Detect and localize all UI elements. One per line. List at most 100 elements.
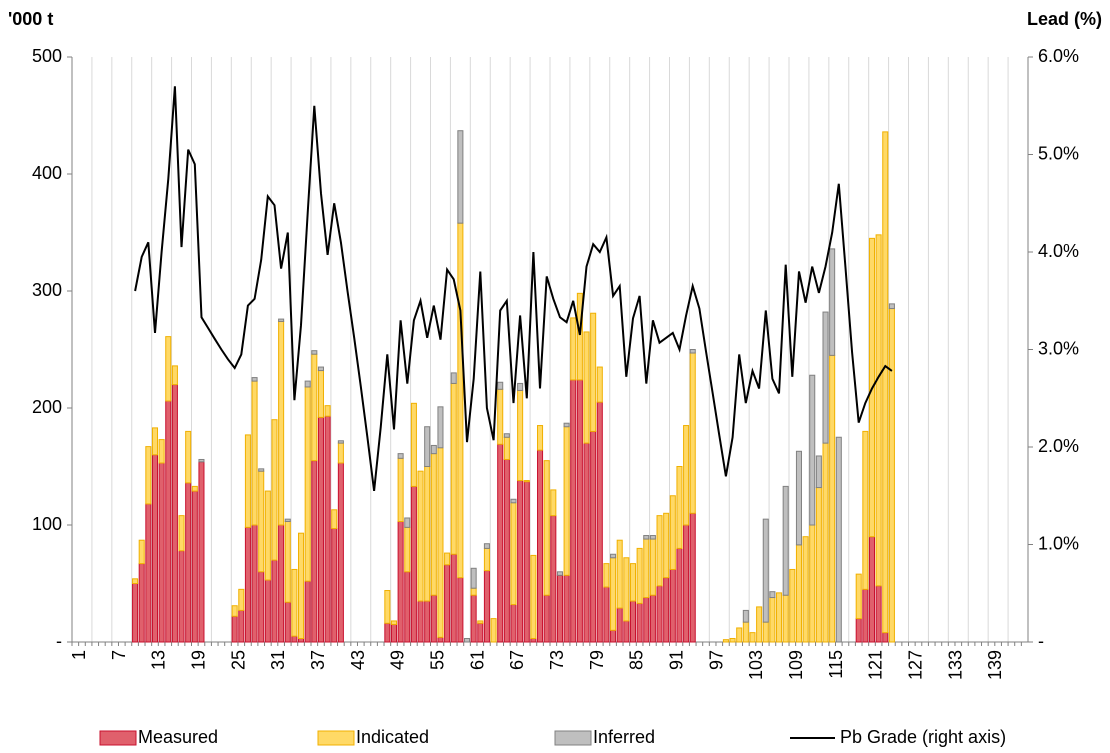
bar-segment xyxy=(410,402,417,487)
bar-segment xyxy=(769,591,776,599)
bar-segment xyxy=(517,389,524,482)
bar-segment xyxy=(311,353,318,462)
bar-segment xyxy=(457,222,464,579)
bar-segment xyxy=(238,609,245,643)
bar-segment xyxy=(185,482,192,643)
x-tick-label: 115 xyxy=(826,650,846,679)
bar-segment xyxy=(583,442,590,643)
bar-segment xyxy=(882,632,889,643)
bar-segment xyxy=(417,470,424,602)
bar-segment xyxy=(424,426,431,467)
y-tick-label: 200 xyxy=(32,397,62,417)
bar-segment xyxy=(337,462,344,643)
x-tick-label: 103 xyxy=(746,650,766,680)
bar-segment xyxy=(543,594,550,643)
bar-segment xyxy=(497,388,504,445)
bar-segment xyxy=(470,587,477,596)
bar-segment xyxy=(829,354,836,643)
bar-segment xyxy=(477,620,484,624)
bar-segment xyxy=(782,485,789,596)
bar-segment xyxy=(503,458,510,643)
bar-segment xyxy=(291,635,298,643)
bar-segment xyxy=(669,495,676,570)
bar-segment xyxy=(649,538,656,596)
bar-segment xyxy=(284,518,291,522)
bar-segment xyxy=(490,618,497,643)
bar-segment xyxy=(636,547,643,604)
y-tick-label: 400 xyxy=(32,163,62,183)
line xyxy=(134,86,893,492)
bar-segment xyxy=(450,553,457,643)
bar-segment xyxy=(477,622,484,643)
bar-segment xyxy=(550,489,557,517)
bar-segment xyxy=(430,453,437,596)
bar-segment xyxy=(185,430,192,484)
bar-segment xyxy=(397,453,404,459)
bar-segment xyxy=(191,485,198,492)
bar-segment xyxy=(683,425,690,526)
bar-segment xyxy=(590,430,597,643)
bar-segment xyxy=(410,485,417,643)
legend-swatch xyxy=(99,730,137,746)
bar-segment xyxy=(822,442,829,643)
bar-segment xyxy=(835,436,842,643)
bar-segment xyxy=(291,568,298,637)
bar-segment xyxy=(397,457,404,522)
bar-segment xyxy=(742,609,749,623)
bar-segment xyxy=(576,379,583,643)
y-tick-label: 100 xyxy=(32,514,62,534)
bar-segment xyxy=(278,320,285,526)
bar-segment xyxy=(855,573,862,620)
bar-segment xyxy=(862,430,869,590)
bar-segment xyxy=(437,636,444,643)
legend-swatch xyxy=(317,730,355,746)
bar-segment xyxy=(424,600,431,643)
bar-segment xyxy=(570,317,577,381)
bar-segment xyxy=(158,462,165,643)
bar-segment xyxy=(178,550,185,643)
bar-segment xyxy=(450,372,457,384)
x-tick-label: 13 xyxy=(149,650,169,670)
y-tick-label: 300 xyxy=(32,280,62,300)
bar-segment xyxy=(251,524,258,643)
bar-segment xyxy=(258,470,265,573)
bar-segment xyxy=(782,594,789,643)
bar-segment xyxy=(888,308,895,643)
bar-segment xyxy=(669,568,676,643)
bar-segment xyxy=(483,543,490,549)
bar-segment xyxy=(138,563,145,643)
bar-segment xyxy=(530,637,537,643)
bar-segment xyxy=(430,594,437,643)
bar-segment xyxy=(629,600,637,643)
legend-label: Measured xyxy=(138,727,218,747)
bar-segment xyxy=(809,374,816,526)
bar-segment xyxy=(875,585,882,643)
bar-segment xyxy=(802,536,809,643)
bar-segment xyxy=(749,632,756,643)
bar-segment xyxy=(331,509,338,530)
x-tick-label: 31 xyxy=(268,650,288,670)
bar-segment xyxy=(742,621,749,643)
bar-segment xyxy=(284,601,291,643)
bar-segment xyxy=(497,443,504,643)
bar-segment xyxy=(191,490,198,643)
bar-segment xyxy=(510,604,517,643)
bar-segment xyxy=(523,481,530,643)
bar-segment xyxy=(231,615,238,643)
bar-segment xyxy=(324,405,331,417)
bar-segment xyxy=(251,377,258,382)
bar-segment xyxy=(298,637,305,643)
bar-segment xyxy=(762,621,769,643)
bar-segment xyxy=(596,401,603,643)
legend-swatch xyxy=(554,730,592,746)
x-tick-label: 43 xyxy=(348,650,368,670)
y2-tick-label: 5.0% xyxy=(1038,143,1079,163)
bar-segment xyxy=(829,248,836,356)
y2-tick-label: 2.0% xyxy=(1038,436,1079,456)
bar-segment xyxy=(444,552,451,566)
bar-segment xyxy=(603,586,610,643)
bar-segment xyxy=(444,564,451,643)
bar-segment xyxy=(463,637,471,643)
bar-segment xyxy=(404,526,411,573)
